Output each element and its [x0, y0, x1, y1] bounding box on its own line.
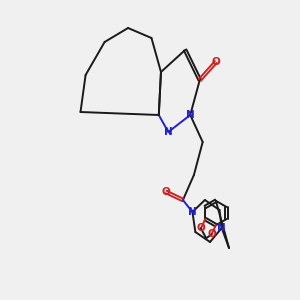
Text: O: O [207, 230, 216, 239]
Text: O: O [162, 187, 170, 197]
Text: N: N [188, 207, 197, 217]
Text: N: N [217, 223, 226, 233]
Text: N: N [186, 110, 195, 120]
Text: N: N [164, 127, 173, 137]
Text: O: O [212, 57, 220, 67]
Text: O: O [196, 224, 205, 233]
